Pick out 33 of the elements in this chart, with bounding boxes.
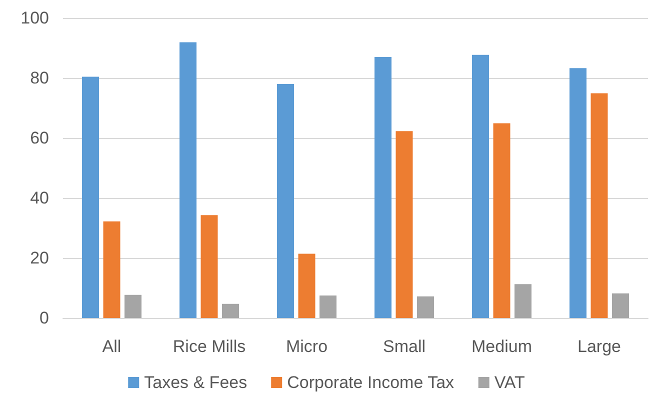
x-tick-label: Small (382, 337, 426, 356)
x-tick-label: Large (578, 337, 621, 356)
bar (472, 54, 489, 318)
y-tick-label: 80 (30, 68, 49, 88)
bar (103, 221, 120, 318)
bar (277, 84, 294, 318)
bar (180, 42, 196, 318)
x-tick-label: All (102, 337, 122, 356)
legend-label: Corporate Income Tax (287, 373, 455, 392)
y-tick-label: 60 (30, 128, 49, 148)
x-tick-label: Medium (472, 337, 532, 356)
legend-label: VAT (494, 373, 525, 392)
bar (396, 131, 413, 318)
bar (124, 294, 142, 318)
bar (590, 93, 608, 318)
bar (200, 215, 218, 318)
y-tick-label: 0 (40, 308, 49, 328)
bar (612, 293, 629, 318)
bar (374, 57, 392, 318)
bar (320, 296, 336, 318)
bar (222, 304, 239, 318)
y-tick-label: 40 (30, 188, 49, 208)
bar (493, 123, 510, 318)
bar (82, 76, 99, 318)
x-tick-label: Rice Mills (172, 337, 246, 356)
x-tick-label: Micro (286, 337, 328, 356)
bar (514, 284, 532, 318)
bar (298, 254, 316, 318)
legend-label: Taxes & Fees (144, 373, 248, 392)
bar (417, 296, 434, 318)
y-tick-label: 20 (30, 248, 49, 268)
y-tick-label: 100 (20, 8, 49, 28)
bar (570, 68, 586, 318)
